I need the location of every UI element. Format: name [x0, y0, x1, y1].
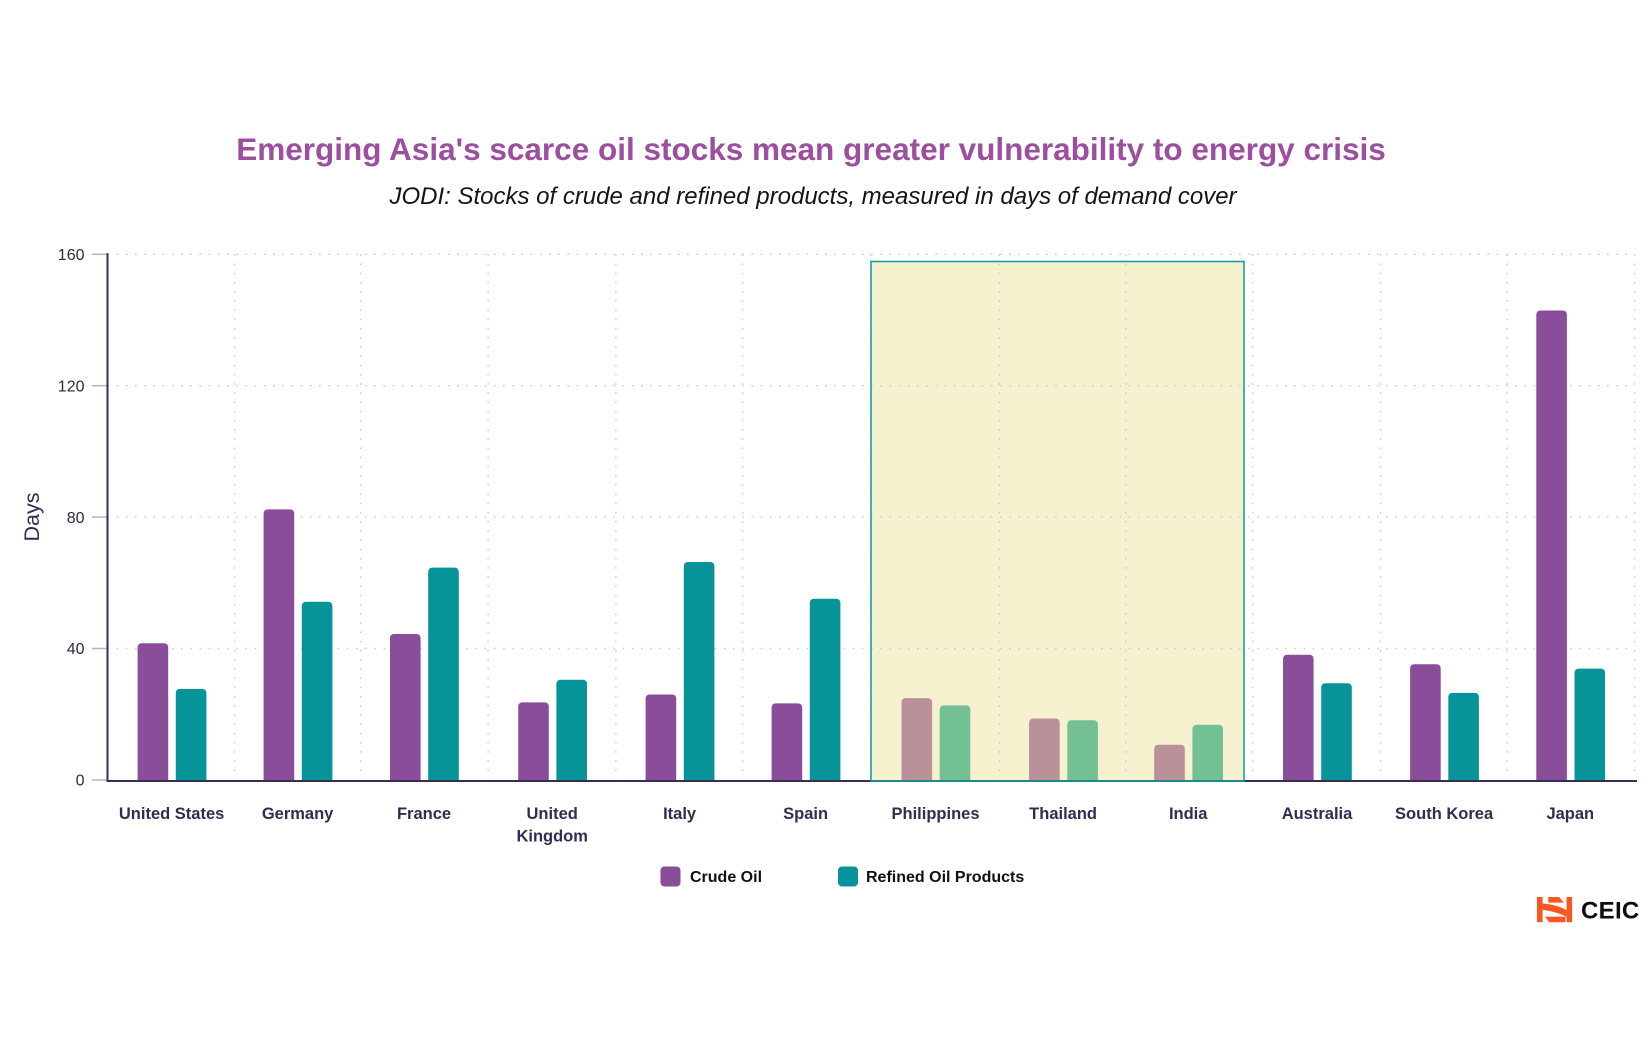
- svg-text:160: 160: [58, 247, 85, 264]
- svg-text:United States: United States: [119, 805, 224, 823]
- svg-text:CEIC: CEIC: [1581, 898, 1640, 925]
- svg-text:Emerging Asia's scarce oil sto: Emerging Asia's scarce oil stocks mean g…: [236, 131, 1386, 167]
- svg-text:Italy: Italy: [663, 805, 697, 823]
- svg-text:120: 120: [58, 378, 85, 395]
- svg-text:Thailand: Thailand: [1029, 805, 1097, 823]
- svg-text:0: 0: [76, 773, 85, 790]
- svg-text:France: France: [397, 805, 451, 823]
- svg-text:Japan: Japan: [1546, 805, 1594, 823]
- svg-text:80: 80: [67, 510, 85, 527]
- svg-text:Crude Oil: Crude Oil: [690, 869, 762, 886]
- svg-text:JODI: Stocks of crude and refi: JODI: Stocks of crude and refined produc…: [388, 183, 1237, 210]
- svg-text:South Korea: South Korea: [1395, 805, 1494, 823]
- svg-text:40: 40: [67, 641, 85, 658]
- svg-text:Australia: Australia: [1282, 805, 1353, 823]
- svg-text:India: India: [1169, 805, 1208, 823]
- svg-text:United: United: [527, 805, 578, 823]
- svg-text:Germany: Germany: [262, 805, 334, 823]
- svg-text:Days: Days: [20, 493, 44, 542]
- svg-text:Spain: Spain: [783, 805, 828, 823]
- svg-text:Philippines: Philippines: [891, 805, 979, 823]
- svg-text:Kingdom: Kingdom: [516, 828, 588, 846]
- svg-text:Refined Oil Products: Refined Oil Products: [866, 869, 1024, 886]
